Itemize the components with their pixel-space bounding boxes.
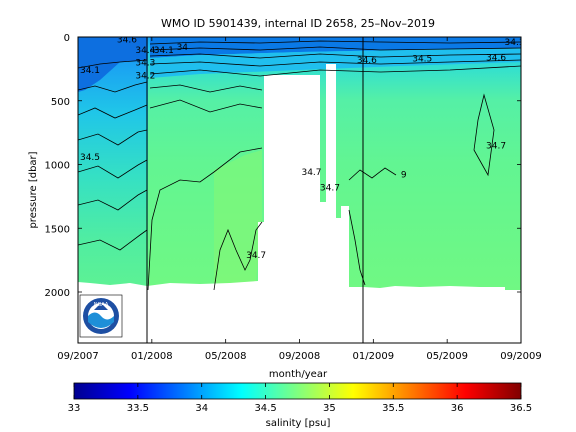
colorbar-tick-label: 33 xyxy=(68,403,81,414)
logo-wave xyxy=(88,312,114,328)
contour-line xyxy=(213,221,263,291)
colorbar-tick-label: 34 xyxy=(195,403,208,414)
data-gap-mid-2008 xyxy=(264,75,320,293)
contour-line xyxy=(147,147,263,291)
contour-line xyxy=(78,129,148,146)
colorbar-ticks: 33 33.5 34 34.5 35 35.5 36 36.5 xyxy=(68,383,532,414)
contour-label: 34.6 xyxy=(117,36,137,46)
contour-label: 34.1 xyxy=(154,46,174,56)
x-tick-label: 09/2009 xyxy=(500,351,542,362)
logo-text: NOAA xyxy=(94,302,109,308)
contour-line xyxy=(149,46,521,51)
contour-line xyxy=(149,59,521,67)
contour-label: 34.1 xyxy=(80,66,100,76)
colorbar-tick-label: 35.5 xyxy=(382,403,404,414)
saline-deep-patch xyxy=(214,150,262,290)
x-axis: 09/2007 01/2008 05/2008 09/2008 01/2009 05/20… xyxy=(57,37,542,362)
y-tick-label: 1000 xyxy=(45,161,70,172)
chart-title: WMO ID 5901439, internal ID 2658, 25–Nov… xyxy=(161,17,435,30)
data-gap-step xyxy=(336,218,341,292)
contour-line xyxy=(149,65,521,77)
contour-label: 34 xyxy=(527,38,539,48)
contour-label: 34.3 xyxy=(505,38,525,48)
contour-lines xyxy=(78,40,521,291)
colorbar-tick-label: 34.5 xyxy=(254,403,276,414)
y-axis-title: pressure [dbar] xyxy=(28,151,39,228)
contour-label: 34.6 xyxy=(486,53,506,63)
contour-label: 34.6 xyxy=(357,56,377,66)
x-tick-label: 09/2008 xyxy=(279,351,321,362)
fresh-surface-patch xyxy=(78,37,147,92)
contour-line xyxy=(149,40,521,45)
logo-bird xyxy=(94,303,108,310)
y-axis: 0 500 1000 1500 2000 xyxy=(45,33,521,299)
x-tick-label: 01/2009 xyxy=(353,351,395,362)
contour-label: 34.3 xyxy=(135,59,155,69)
contour-line xyxy=(78,229,148,251)
x-axis-title: month/year xyxy=(269,369,328,380)
contour-label: 34.7 xyxy=(246,251,266,261)
colorbar-tick-label: 35 xyxy=(323,403,336,414)
noaa-logo: NOAA xyxy=(79,294,123,338)
contour-line xyxy=(149,84,263,93)
y-tick-label: 1500 xyxy=(45,224,70,235)
x-tick-label: 09/2007 xyxy=(57,351,99,362)
colorbar-gradient xyxy=(73,382,522,400)
contour-line xyxy=(78,104,148,119)
contour-line xyxy=(348,167,397,181)
contour-line xyxy=(473,93,495,177)
bottom-gap-1 xyxy=(78,281,258,290)
below-profile-area xyxy=(78,290,521,343)
contour-line xyxy=(78,159,148,179)
contour-label: 34.5 xyxy=(412,55,432,65)
salinity-field: 34.634.434.1 3434.134.334.234.534.734.734… xyxy=(78,36,539,343)
contour-line xyxy=(149,99,263,113)
x-tick-label: 05/2009 xyxy=(426,351,468,362)
data-gap-step-2 xyxy=(341,206,349,292)
contour-line xyxy=(149,53,521,59)
contour-label: 34.7 xyxy=(486,141,506,151)
gap-strip xyxy=(258,222,264,292)
y-tick-label: 2000 xyxy=(45,288,70,299)
colorbar: 33 33.5 34 34.5 35 35.5 36 36.5 salinity [psu] xyxy=(68,382,532,429)
contour-label: 34.7 xyxy=(301,168,321,178)
colorbar-tick-label: 36.5 xyxy=(510,403,532,414)
contour-label: 34.7 xyxy=(320,183,340,193)
contour-label: 34.4 xyxy=(135,46,155,56)
contour-line xyxy=(78,189,148,211)
contour-label: 9 xyxy=(401,171,407,181)
colorbar-tick-label: 36 xyxy=(451,403,464,414)
data-gap-column xyxy=(326,64,336,292)
y-tick-label: 500 xyxy=(51,97,70,108)
colorbar-tick-label: 33.5 xyxy=(127,403,149,414)
contour-label: 34.5 xyxy=(80,153,100,163)
contour-labels-layer: 34.634.434.1 3434.134.334.234.534.734.734… xyxy=(80,36,539,261)
x-tick-label: 05/2008 xyxy=(205,351,247,362)
contour-line xyxy=(78,81,148,93)
colorbar-title: salinity [psu] xyxy=(266,418,331,429)
contour-label: 34 xyxy=(177,43,189,53)
contour-label: 34.2 xyxy=(135,71,155,81)
data-gap-narrow xyxy=(320,202,326,292)
y-tick-label: 0 xyxy=(64,33,70,44)
x-tick-label: 01/2008 xyxy=(131,351,173,362)
contour-line xyxy=(78,59,148,69)
